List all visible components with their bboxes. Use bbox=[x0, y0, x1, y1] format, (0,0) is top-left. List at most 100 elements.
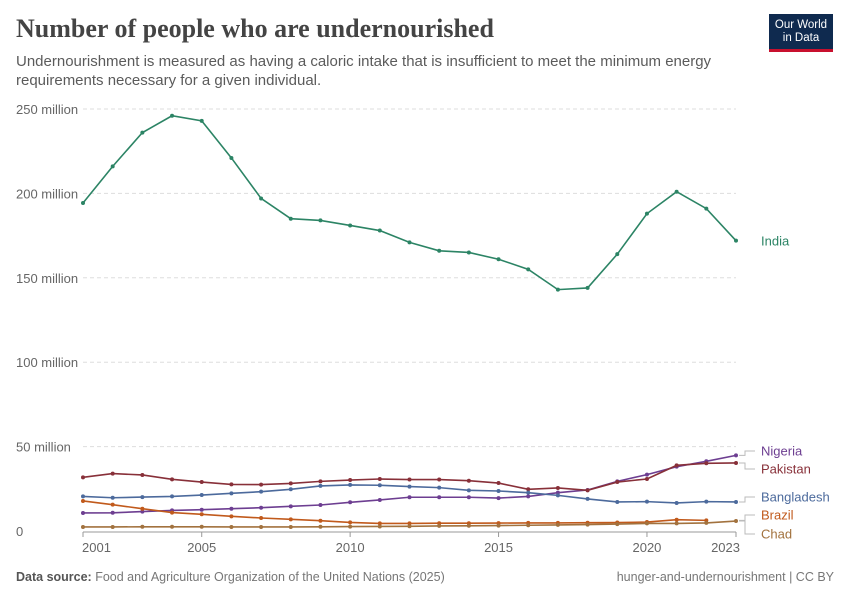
data-point-chad bbox=[674, 521, 679, 526]
chart-subtitle: Undernourishment is measured as having a… bbox=[16, 53, 712, 89]
data-point-india bbox=[585, 285, 590, 290]
data-point-brazil bbox=[259, 516, 264, 521]
data-point-chad bbox=[526, 523, 531, 528]
data-point-pakistan bbox=[674, 463, 679, 468]
data-point-nigeria bbox=[526, 494, 531, 499]
data-point-chad bbox=[140, 524, 145, 529]
x-tick-label: 2001 bbox=[82, 540, 111, 555]
label-connector bbox=[739, 462, 755, 470]
data-point-bangladesh bbox=[555, 493, 560, 498]
data-point-bangladesh bbox=[288, 487, 293, 492]
data-point-pakistan bbox=[644, 477, 649, 482]
label-connector bbox=[739, 450, 755, 456]
data-point-bangladesh bbox=[318, 483, 323, 488]
license[interactable]: hunger-and-undernourishment | CC BY bbox=[616, 570, 834, 584]
data-point-brazil bbox=[288, 517, 293, 522]
data-point-pakistan bbox=[229, 482, 234, 487]
data-point-chad bbox=[81, 524, 85, 529]
data-point-chad bbox=[199, 524, 204, 529]
data-point-india bbox=[140, 130, 145, 135]
data-point-nigeria bbox=[377, 497, 382, 502]
y-tick-label: 0 bbox=[16, 524, 23, 539]
data-point-brazil bbox=[81, 498, 85, 503]
data-point-brazil bbox=[170, 510, 175, 515]
data-point-pakistan bbox=[140, 472, 145, 477]
data-point-india bbox=[466, 250, 471, 255]
data-point-chad bbox=[496, 523, 501, 528]
data-point-pakistan bbox=[615, 480, 620, 485]
data-point-bangladesh bbox=[734, 499, 738, 504]
data-point-nigeria bbox=[348, 500, 353, 505]
label-connector bbox=[739, 514, 755, 521]
data-point-nigeria bbox=[644, 472, 649, 477]
x-tick-label: 2005 bbox=[187, 540, 216, 555]
series-line-india bbox=[82, 114, 737, 291]
data-point-pakistan bbox=[81, 475, 85, 480]
data-point-pakistan bbox=[734, 460, 738, 465]
data-point-india bbox=[437, 248, 442, 253]
data-point-brazil bbox=[674, 517, 679, 522]
x-tick-label: 2010 bbox=[336, 540, 365, 555]
data-source: Data source: Food and Agriculture Organi… bbox=[16, 570, 445, 584]
data-point-pakistan bbox=[288, 481, 293, 486]
data-point-india bbox=[644, 211, 649, 216]
data-point-chad bbox=[615, 522, 620, 527]
data-point-pakistan bbox=[585, 488, 590, 493]
data-point-brazil bbox=[140, 506, 145, 511]
data-point-chad bbox=[110, 524, 115, 529]
chart-title: Number of people who are undernourished bbox=[16, 14, 494, 43]
data-point-bangladesh bbox=[437, 485, 442, 490]
data-point-brazil bbox=[348, 520, 353, 525]
data-point-chad bbox=[466, 523, 471, 528]
data-point-chad bbox=[437, 523, 442, 528]
data-point-nigeria bbox=[496, 496, 501, 501]
data-point-india bbox=[615, 252, 620, 257]
data-point-chad bbox=[377, 524, 382, 529]
data-point-india bbox=[704, 206, 709, 211]
series-line-brazil bbox=[82, 500, 707, 525]
data-point-bangladesh bbox=[81, 494, 85, 499]
data-point-nigeria bbox=[110, 510, 115, 515]
data-point-india bbox=[526, 267, 531, 272]
data-point-india bbox=[110, 164, 115, 169]
data-point-india bbox=[348, 223, 353, 228]
data-point-india bbox=[674, 189, 679, 194]
data-point-india bbox=[81, 201, 85, 206]
y-tick-label: 250 million bbox=[16, 102, 78, 117]
data-point-bangladesh bbox=[348, 482, 353, 487]
data-point-pakistan bbox=[318, 479, 323, 484]
x-tick-label: 2015 bbox=[484, 540, 513, 555]
data-point-chad bbox=[734, 519, 738, 524]
x-tick-label: 2020 bbox=[632, 540, 661, 555]
data-point-bangladesh bbox=[199, 493, 204, 498]
data-point-chad bbox=[555, 522, 560, 527]
data-point-bangladesh bbox=[496, 488, 501, 493]
data-point-bangladesh bbox=[466, 488, 471, 493]
data-point-bangladesh bbox=[259, 489, 264, 494]
data-point-brazil bbox=[229, 514, 234, 519]
data-point-pakistan bbox=[110, 471, 115, 476]
data-point-bangladesh bbox=[615, 499, 620, 504]
data-point-india bbox=[318, 218, 323, 223]
data-point-nigeria bbox=[229, 506, 234, 511]
data-point-nigeria bbox=[140, 509, 145, 514]
source-label: Data source: bbox=[16, 570, 92, 584]
data-point-bangladesh bbox=[377, 483, 382, 488]
data-point-nigeria bbox=[437, 495, 442, 500]
data-point-india bbox=[555, 287, 560, 292]
data-point-pakistan bbox=[170, 477, 175, 482]
data-point-pakistan bbox=[466, 478, 471, 483]
series-line-nigeria bbox=[82, 454, 737, 514]
data-point-pakistan bbox=[377, 477, 382, 482]
data-point-india bbox=[734, 238, 738, 243]
owid-logo[interactable]: Our World in Data bbox=[769, 14, 833, 52]
data-point-chad bbox=[288, 524, 293, 529]
source-text[interactable]: Food and Agriculture Organization of the… bbox=[95, 570, 445, 584]
data-point-nigeria bbox=[259, 505, 264, 510]
data-point-bangladesh bbox=[704, 499, 709, 504]
data-point-nigeria bbox=[466, 495, 471, 500]
data-point-chad bbox=[229, 524, 234, 529]
data-point-chad bbox=[348, 524, 353, 529]
data-point-india bbox=[288, 216, 293, 221]
